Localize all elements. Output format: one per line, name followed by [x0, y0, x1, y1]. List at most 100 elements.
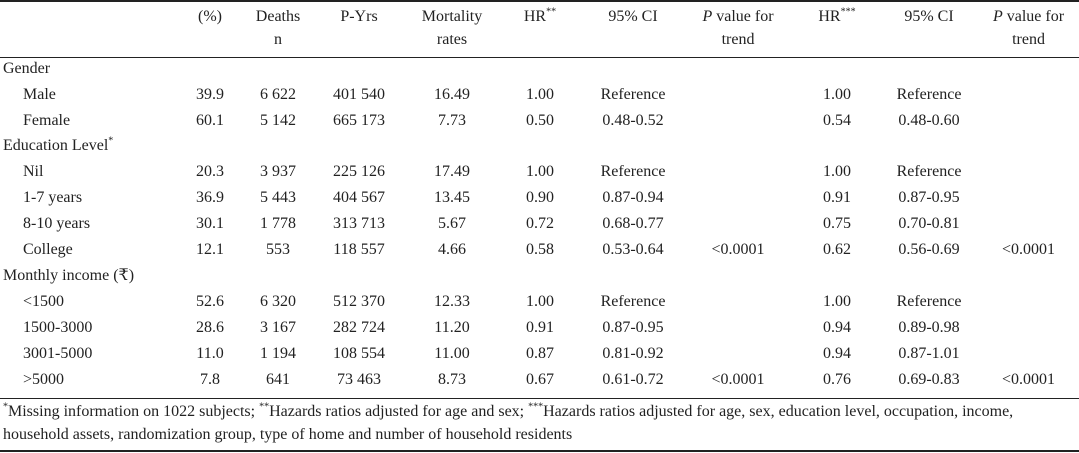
cell-ci-1: Reference [600, 293, 666, 310]
cell-hr-2: 0.94 [823, 319, 851, 336]
cell-hr-2: 0.75 [823, 215, 851, 232]
cell-ci-2: Reference [896, 163, 962, 180]
cell-person-years: 665 173 [333, 112, 385, 129]
cell-percent: 60.1 [196, 112, 224, 129]
cell-ci-2: Reference [896, 293, 962, 310]
row-label: >5000 [23, 371, 65, 388]
cell-hr-2: 0.62 [823, 241, 851, 258]
table-row: 1-7 years 36.9 5 443 404 567 13.45 0.90 … [0, 185, 1079, 211]
cell-mortality: 5.67 [438, 215, 466, 232]
section-row: Monthly income (₹) [0, 263, 1079, 289]
header-ci-2: 95% CI [904, 8, 954, 25]
header-ci-1: 95% CI [608, 8, 658, 25]
cell-ci-1: 0.53-0.64 [602, 241, 664, 258]
cell-ci-1: Reference [600, 86, 666, 103]
header-p-trend-1: P value for trend [702, 8, 774, 48]
cell-deaths: 1 194 [260, 345, 296, 362]
cell-person-years: 73 463 [337, 371, 381, 388]
cell-ci-1: Reference [600, 163, 666, 180]
cell-person-years: 512 370 [333, 293, 385, 310]
cell-person-years: 313 713 [333, 215, 385, 232]
cell-hr-1: 1.00 [526, 86, 554, 103]
cell-hr-2: 1.00 [823, 163, 851, 180]
cell-hr-2: 1.00 [823, 86, 851, 103]
cell-ci-2: Reference [896, 86, 962, 103]
cell-mortality: 11.00 [434, 345, 470, 362]
row-label: 1500-3000 [23, 319, 93, 336]
cell-ci-2: 0.87-1.01 [898, 345, 960, 362]
cell-hr-2: 0.76 [823, 371, 851, 388]
cell-percent: 7.8 [200, 371, 220, 388]
cell-hr-2: 0.94 [823, 345, 851, 362]
cell-percent: 30.1 [196, 215, 224, 232]
cell-person-years: 108 554 [333, 345, 385, 362]
row-label: College [23, 241, 73, 258]
section-row: Education Level* [0, 133, 1079, 159]
cell-p-2: <0.0001 [1001, 241, 1056, 258]
cell-hr-2: 0.91 [823, 189, 851, 206]
cell-mortality: 4.66 [438, 241, 466, 258]
header-hr-adjusted: HR*** [818, 6, 856, 25]
cell-mortality: 13.45 [434, 189, 470, 206]
cell-deaths: 553 [266, 241, 290, 258]
table-row: >5000 7.8 641 73 463 8.73 0.67 0.61-0.72… [0, 367, 1079, 393]
cell-ci-1: 0.87-0.94 [602, 189, 664, 206]
cell-percent: 12.1 [196, 241, 224, 258]
header-mortality-rates: Mortality rates [421, 8, 483, 48]
table-row: Male 39.9 6 622 401 540 16.49 1.00 Refer… [0, 82, 1079, 108]
cell-hr-1: 0.90 [526, 189, 554, 206]
table-bottom-rule [0, 398, 1079, 399]
row-label: 3001-5000 [23, 345, 93, 362]
table-row: Female 60.1 5 142 665 173 7.73 0.50 0.48… [0, 108, 1079, 134]
cell-ci-2: 0.89-0.98 [898, 319, 960, 336]
table-row: 3001-5000 11.0 1 194 108 554 11.00 0.87 … [0, 341, 1079, 367]
cell-deaths: 641 [266, 371, 290, 388]
cell-mortality: 12.33 [434, 293, 470, 310]
cell-percent: 36.9 [196, 189, 224, 206]
cell-person-years: 118 557 [333, 241, 385, 258]
cell-percent: 20.3 [196, 163, 224, 180]
cell-deaths: 1 778 [260, 215, 296, 232]
cell-deaths: 6 622 [260, 86, 296, 103]
row-label: 1-7 years [23, 189, 83, 206]
cell-p-2: <0.0001 [1001, 371, 1056, 388]
row-label: <1500 [23, 293, 65, 310]
cell-ci-1: 0.87-0.95 [602, 319, 664, 336]
footnote-bottom-rule [0, 450, 1079, 452]
cell-hr-1: 0.91 [526, 319, 554, 336]
table-row: College 12.1 553 118 557 4.66 0.58 0.53-… [0, 237, 1079, 263]
section-label: Gender [3, 60, 51, 77]
table-row: 1500-3000 28.6 3 167 282 724 11.20 0.91 … [0, 315, 1079, 341]
cell-deaths: 3 937 [260, 163, 296, 180]
section-label: Monthly income (₹) [3, 267, 135, 284]
cell-deaths: 5 443 [260, 189, 296, 206]
cell-deaths: 5 142 [260, 112, 296, 129]
cell-ci-2: 0.48-0.60 [898, 112, 960, 129]
cell-ci-2: 0.87-0.95 [898, 189, 960, 206]
cell-person-years: 401 540 [333, 86, 385, 103]
cell-ci-1: 0.48-0.52 [602, 112, 664, 129]
table-row: Nil 20.3 3 937 225 126 17.49 1.00 Refere… [0, 159, 1079, 185]
section-label: Education Level* [3, 135, 114, 154]
cell-p-1: <0.0001 [711, 241, 765, 258]
header-deaths: Deaths n [255, 8, 301, 48]
cell-percent: 39.9 [196, 86, 224, 103]
cell-deaths: 6 320 [260, 293, 296, 310]
cell-deaths: 3 167 [260, 319, 296, 336]
cell-hr-1: 0.72 [526, 215, 554, 232]
table-footnote: *Missing information on 1022 subjects; *… [3, 401, 1014, 443]
cell-hr-1: 1.00 [526, 293, 554, 310]
row-label: 8-10 years [23, 215, 91, 232]
cell-percent: 28.6 [196, 319, 224, 336]
cell-ci-1: 0.68-0.77 [602, 215, 664, 232]
cell-person-years: 404 567 [333, 189, 385, 206]
cell-hr-1: 0.58 [526, 241, 554, 258]
cell-ci-1: 0.61-0.72 [602, 371, 664, 388]
cell-mortality: 11.20 [434, 319, 470, 336]
cell-hr-2: 1.00 [823, 293, 851, 310]
section-row: Gender [0, 56, 1079, 82]
table-row: <1500 52.6 6 320 512 370 12.33 1.00 Refe… [0, 289, 1079, 315]
header-percent: (%) [198, 8, 222, 25]
cell-ci-2: 0.56-0.69 [898, 241, 960, 258]
